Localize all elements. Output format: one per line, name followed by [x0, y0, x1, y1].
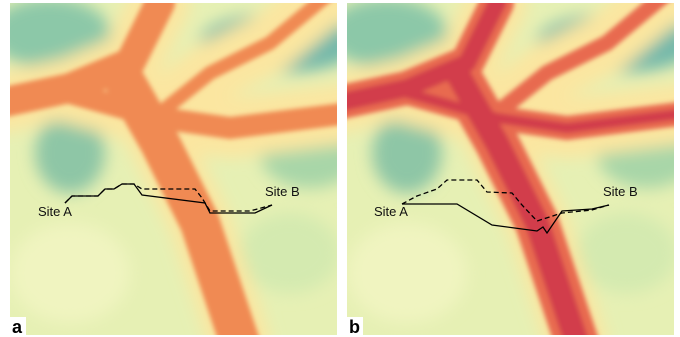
site-b-label: Site B — [265, 184, 300, 199]
panel-b: Site A Site B b — [327, 0, 680, 337]
panel-a: Site A Site B a — [0, 0, 360, 337]
panel-label: a — [12, 317, 23, 337]
site-a-label: Site A — [374, 204, 408, 219]
figure: Site A Site B a Site A Site B b — [0, 0, 680, 337]
site-a-label: Site A — [38, 204, 72, 219]
site-b-label: Site B — [603, 184, 638, 199]
panel-label: b — [349, 317, 360, 337]
